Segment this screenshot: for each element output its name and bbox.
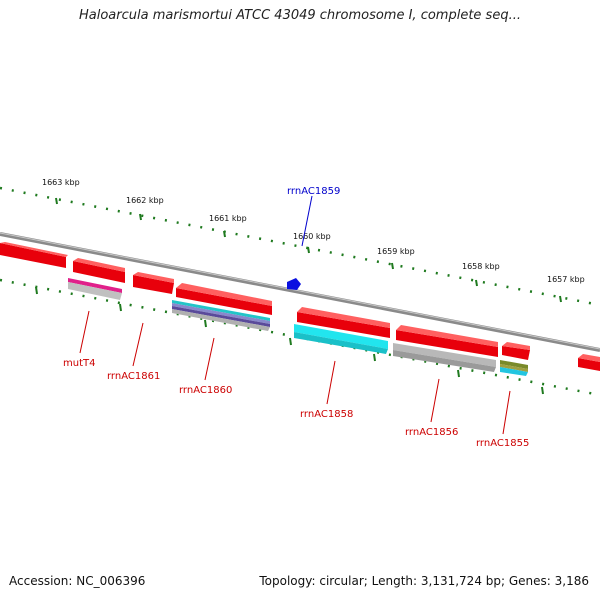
rrnAC1856-feature-gray bbox=[393, 343, 496, 367]
inner-major-ticks bbox=[35, 286, 544, 395]
rrnAC1855-feature-cyan bbox=[500, 367, 528, 376]
outer-major-ticks bbox=[55, 197, 562, 303]
rrnAC1860-feature-purple bbox=[172, 306, 270, 327]
scale-label-1661: 1661 kbp bbox=[209, 214, 247, 223]
map-title: Haloarcula marismortui ATCC 43049 chromo… bbox=[79, 8, 521, 23]
scale-label-1659: 1659 kbp bbox=[377, 247, 415, 256]
rrnAC1855-feature-olive bbox=[500, 360, 528, 369]
scale-label-1657: 1657 kbp bbox=[547, 275, 585, 284]
rrnAC1858-feature-cyan bbox=[294, 324, 388, 349]
gene-label-rrnAC1858[interactable]: rrnAC1858 bbox=[300, 409, 353, 420]
accession-label: Accession: NC_006396 bbox=[9, 574, 146, 588]
gene-block-3 bbox=[133, 275, 174, 294]
gene-block-5 bbox=[297, 312, 390, 338]
feature-tracks bbox=[68, 278, 528, 376]
gene-label-rrnAC1861[interactable]: rrnAC1861 bbox=[107, 371, 160, 382]
scale-label-1660: 1660 kbp bbox=[293, 232, 331, 241]
gene-label-rrnAC1855[interactable]: rrnAC1855 bbox=[476, 438, 529, 449]
mutT4-feature-gray bbox=[68, 282, 122, 300]
rrnAC1860-feature-cyan bbox=[172, 300, 270, 321]
rrnAC1860-feature-gray bbox=[172, 309, 270, 331]
gene-leader-lines bbox=[79, 310, 511, 435]
gene-label-rrnAC1859[interactable]: rrnAC1859 bbox=[287, 186, 340, 197]
gene-label-rrnAC1856[interactable]: rrnAC1856 bbox=[405, 427, 458, 438]
rrnAC1860-feature-lavender bbox=[172, 303, 270, 324]
gene-block-2 bbox=[73, 261, 125, 283]
gene-label-mutT4[interactable]: mutT4 bbox=[63, 358, 95, 369]
gene-block-4 bbox=[176, 288, 272, 315]
genome-summary: Topology: circular; Length: 3,131,724 bp… bbox=[259, 574, 589, 588]
scale-label-1663: 1663 kbp bbox=[42, 178, 80, 187]
gene-block-8 bbox=[578, 358, 600, 371]
scale-label-1658: 1658 kbp bbox=[462, 262, 500, 271]
gene-block-1 bbox=[0, 243, 66, 268]
gene-block-7 bbox=[502, 346, 530, 360]
gene-blocks bbox=[0, 242, 600, 371]
rrnAC1859-marker[interactable] bbox=[287, 278, 301, 290]
rrnAC1859-leader-line bbox=[301, 195, 313, 247]
gene-block-6 bbox=[396, 330, 498, 357]
scale-label-1662: 1662 kbp bbox=[126, 196, 164, 205]
chromosome-backbone bbox=[0, 232, 600, 352]
gene-label-rrnAC1860[interactable]: rrnAC1860 bbox=[179, 385, 232, 396]
mutT4-feature-magenta bbox=[68, 278, 122, 293]
